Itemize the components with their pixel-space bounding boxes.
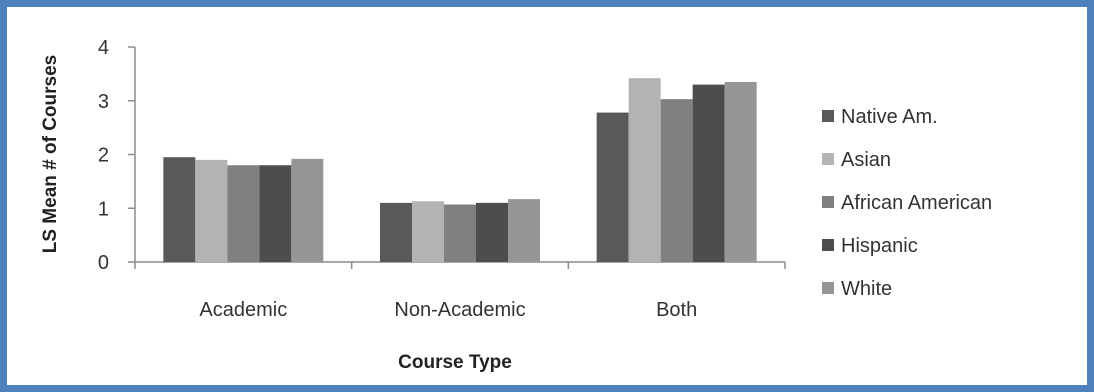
bar bbox=[724, 81, 757, 262]
plot-area: 0 1 2 3 4 Academic Non-Academic Both bbox=[98, 37, 786, 321]
x-tick-label: Academic bbox=[199, 299, 287, 321]
x-ticks: Academic Non-Academic Both bbox=[134, 262, 786, 321]
bar bbox=[259, 165, 292, 262]
legend-label: White bbox=[841, 278, 892, 300]
bar bbox=[291, 158, 324, 262]
y-tick-label: 0 bbox=[98, 252, 109, 274]
legend-swatch bbox=[822, 239, 834, 251]
bar bbox=[412, 201, 444, 262]
legend-label: Hispanic bbox=[841, 235, 918, 257]
x-axis-title: Course Type bbox=[398, 352, 512, 373]
legend-swatch bbox=[822, 153, 834, 165]
y-tick-label: 1 bbox=[98, 198, 109, 220]
x-tick-label: Non-Academic bbox=[394, 299, 525, 321]
bar bbox=[660, 99, 693, 262]
legend-swatch bbox=[822, 282, 834, 294]
bars bbox=[163, 78, 757, 262]
legend-label: Native Am. bbox=[841, 106, 938, 128]
legend: Native Am. Asian African American Hispanic W… bbox=[822, 106, 992, 300]
bar bbox=[195, 159, 228, 262]
bar bbox=[476, 202, 508, 262]
legend-swatch bbox=[822, 196, 834, 208]
bar bbox=[628, 78, 661, 262]
bar bbox=[163, 157, 196, 262]
y-tick-label: 2 bbox=[98, 145, 109, 167]
y-axis-title: LS Mean # of Courses bbox=[40, 55, 61, 254]
bar bbox=[227, 165, 260, 262]
bar bbox=[508, 199, 540, 262]
bar bbox=[444, 204, 476, 262]
legend-swatch bbox=[822, 110, 834, 122]
y-tick-label: 3 bbox=[98, 91, 109, 113]
y-tick-label: 4 bbox=[98, 37, 109, 59]
bar bbox=[692, 84, 725, 262]
bar bbox=[596, 112, 629, 262]
legend-label: African American bbox=[841, 192, 992, 214]
y-ticks: 0 1 2 3 4 bbox=[98, 37, 135, 274]
legend-label: Asian bbox=[841, 149, 891, 171]
bar bbox=[380, 202, 412, 262]
x-tick-label: Both bbox=[656, 299, 697, 321]
